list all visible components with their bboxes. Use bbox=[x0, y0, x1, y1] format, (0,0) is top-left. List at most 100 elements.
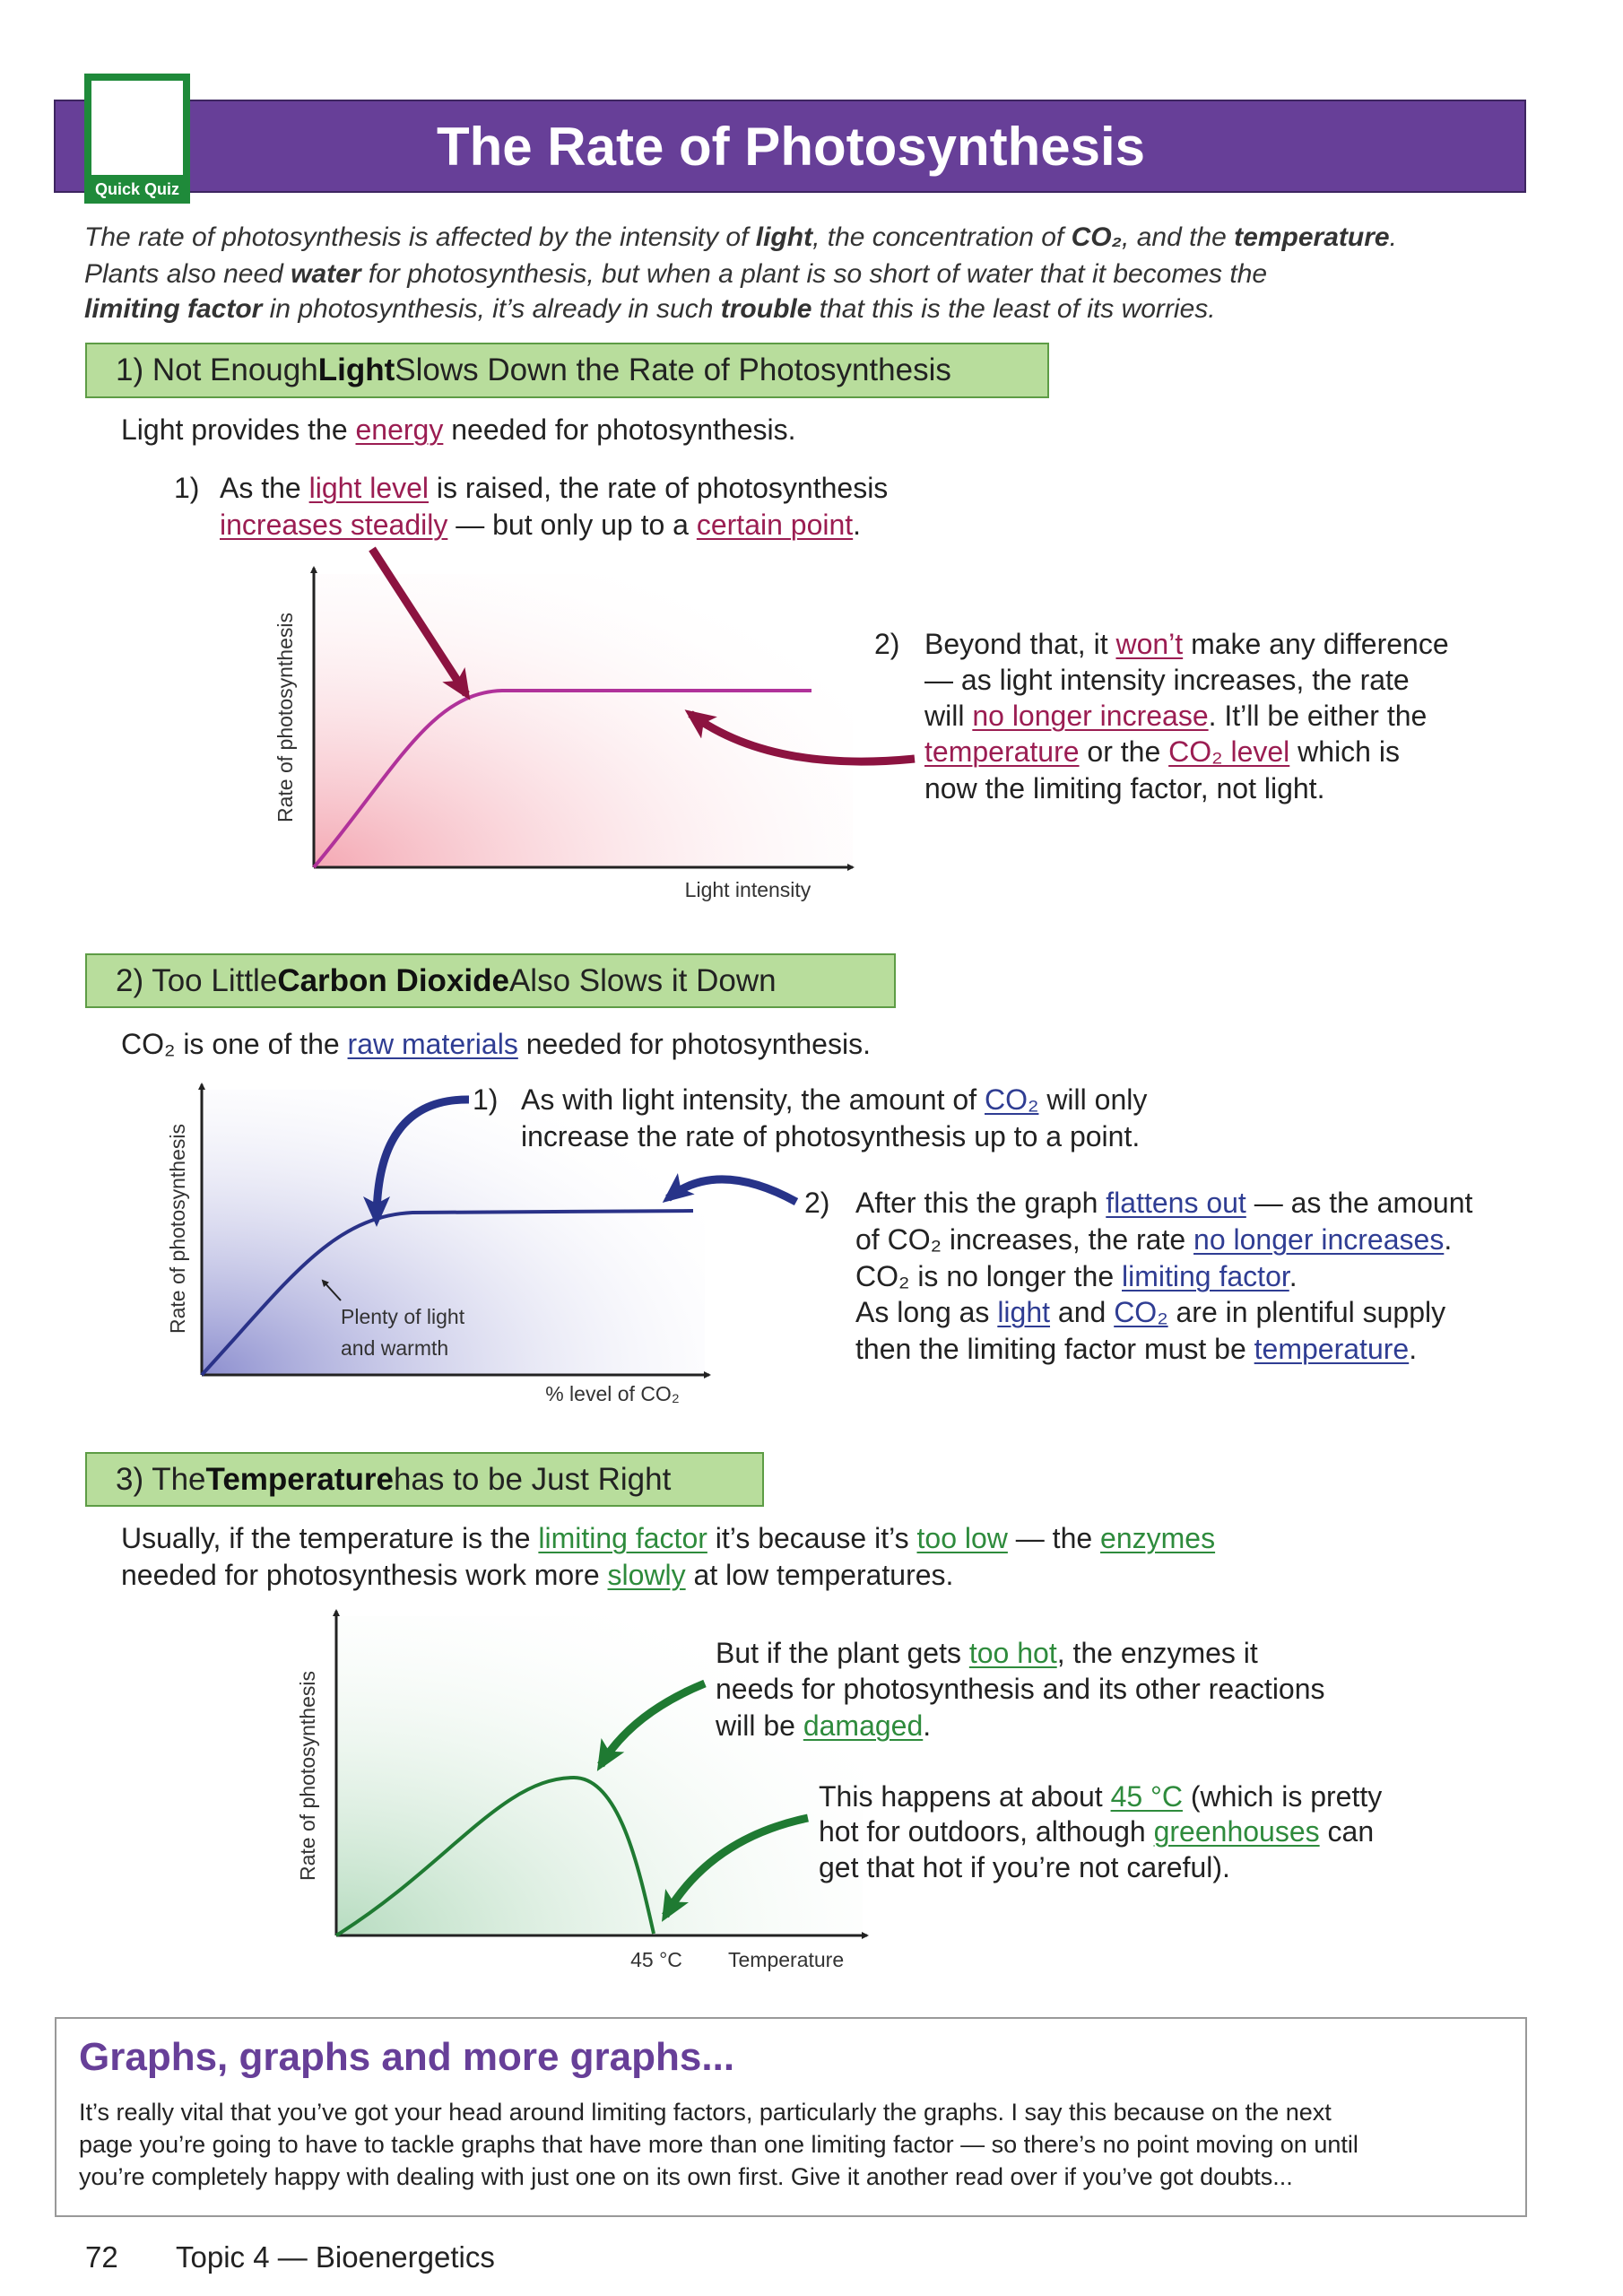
text-run: — as light intensity increases, the rate bbox=[924, 664, 1410, 696]
keyword: increases steadily bbox=[220, 509, 448, 541]
tip-box bbox=[55, 2017, 1527, 2217]
text-run: hot for outdoors, although bbox=[819, 1815, 1154, 1848]
keyword: certain point bbox=[696, 509, 854, 541]
text-line: This happens at about 45 °C (which is pr… bbox=[819, 1782, 1382, 1811]
bold-text: Light bbox=[317, 352, 395, 387]
keyword: won’t bbox=[1115, 628, 1184, 660]
item-number: 2) bbox=[804, 1187, 830, 1219]
keyword: limiting factor bbox=[538, 1522, 707, 1554]
arrow bbox=[596, 1679, 707, 1771]
keyword: CO₂ bbox=[1114, 1296, 1168, 1328]
text-run: of CO₂ increases, the rate bbox=[855, 1223, 1194, 1256]
rate-curve bbox=[312, 689, 812, 869]
text-line: needed for photosynthesis work more slow… bbox=[121, 1561, 953, 1589]
text-run: 1) Not Enough bbox=[116, 352, 318, 387]
bold-text: light bbox=[755, 222, 813, 252]
text-run: . bbox=[1289, 1260, 1298, 1292]
rate-curve bbox=[334, 1775, 655, 1937]
text-run: , and the bbox=[1122, 222, 1235, 252]
keyword: slowly bbox=[607, 1559, 686, 1591]
keyword: limiting factor bbox=[1122, 1260, 1289, 1292]
graph-shading bbox=[203, 1090, 705, 1374]
keyword: greenhouses bbox=[1153, 1815, 1320, 1848]
text-line: As with light intensity, the amount of C… bbox=[521, 1085, 1147, 1114]
section-heading: 1) Not Enough Light Slows Down the Rate … bbox=[85, 343, 1049, 398]
text-run: which is bbox=[1289, 735, 1400, 768]
keyword: CO₂ bbox=[985, 1083, 1039, 1116]
keyword: no longer increase bbox=[972, 700, 1209, 732]
text-run: has to be Just Right bbox=[393, 1461, 672, 1497]
bold-text: trouble bbox=[720, 294, 812, 324]
text-run: (which is pretty bbox=[1182, 1780, 1383, 1813]
text-run: is raised, the rate of photosynthesis bbox=[429, 472, 889, 504]
text-run: As with light intensity, the amount of bbox=[521, 1083, 985, 1116]
text-run: 3) The bbox=[116, 1461, 206, 1497]
rate-curve bbox=[200, 1209, 694, 1377]
text-line: temperature or the CO₂ level which is bbox=[924, 737, 1400, 766]
section-heading: 3) The Temperature has to be Just Right bbox=[85, 1452, 764, 1507]
text-run: Slows Down the Rate of Photosynthesis bbox=[395, 352, 951, 387]
text-line: CO₂ is one of the raw materials needed f… bbox=[121, 1030, 871, 1058]
keyword: raw materials bbox=[347, 1028, 518, 1060]
keyword: light bbox=[997, 1296, 1051, 1328]
peak-label: 45 °C bbox=[630, 1948, 682, 1971]
text-run: then the limiting factor must be bbox=[855, 1333, 1254, 1365]
text-run: . bbox=[1444, 1223, 1453, 1256]
text-line: will be damaged. bbox=[716, 1711, 931, 1740]
text-line: CO₂ is no longer the limiting factor. bbox=[855, 1262, 1298, 1291]
text-run: and bbox=[1050, 1296, 1115, 1328]
text-run: , the concentration of bbox=[812, 222, 1072, 252]
x-axis-label: Light intensity bbox=[685, 878, 812, 901]
keyword: flattens out bbox=[1106, 1187, 1246, 1219]
intro-line: limiting factor in photosynthesis, it’s … bbox=[84, 296, 1216, 323]
text-run: needs for photosynthesis and its other r… bbox=[716, 1673, 1325, 1705]
topic-label: Topic 4 — Bioenergetics bbox=[176, 2240, 495, 2274]
pointer bbox=[321, 1279, 342, 1301]
item-number: 1) bbox=[473, 1083, 499, 1116]
bold-text: Carbon Dioxide bbox=[277, 962, 509, 998]
text-run: can bbox=[1319, 1815, 1375, 1848]
text-run: As long as bbox=[855, 1296, 998, 1328]
tip-title: Graphs, graphs and more graphs... bbox=[79, 2035, 735, 2079]
text-line: needs for photosynthesis and its other r… bbox=[716, 1674, 1325, 1703]
keyword: 45 °C bbox=[1110, 1780, 1183, 1813]
arrow bbox=[684, 709, 916, 766]
keyword: CO₂ level bbox=[1168, 735, 1290, 768]
text-run: The rate of photosynthesis is affected b… bbox=[84, 222, 756, 252]
text-run: . bbox=[923, 1709, 932, 1742]
text-run: As the bbox=[220, 472, 309, 504]
bold-text: Temperature bbox=[205, 1461, 394, 1497]
text-run: that this is the least of its worries. bbox=[812, 294, 1216, 324]
text-run: Light provides the bbox=[121, 413, 356, 446]
keyword: energy bbox=[355, 413, 444, 446]
intro-line: Plants also need water for photosynthesi… bbox=[84, 261, 1267, 288]
text-line: increases steadily — but only up to a ce… bbox=[220, 510, 861, 539]
keyword: too low bbox=[916, 1522, 1008, 1554]
text-run: 2) Too Little bbox=[116, 962, 278, 998]
section-heading: 2) Too Little Carbon Dioxide Also Slows … bbox=[85, 953, 896, 1008]
bold-text: temperature bbox=[1234, 222, 1390, 252]
text-run: But if the plant gets bbox=[716, 1637, 969, 1669]
text-run: for photosynthesis, but when a plant is … bbox=[360, 259, 1268, 289]
graph-shading bbox=[337, 1616, 863, 1935]
text-line: Light provides the energy needed for pho… bbox=[121, 415, 796, 444]
graph-shading bbox=[315, 574, 853, 866]
text-line: As long as light and CO₂ are in plentifu… bbox=[855, 1298, 1445, 1326]
text-line: Usually, if the temperature is the limit… bbox=[121, 1524, 1215, 1552]
text-run: will only bbox=[1038, 1083, 1148, 1116]
arrow bbox=[369, 546, 471, 700]
page-number: 72 bbox=[85, 2240, 118, 2274]
text-run: increase the rate of photosynthesis up t… bbox=[521, 1120, 1141, 1152]
text-run: Usually, if the temperature is the bbox=[121, 1522, 539, 1554]
text-run: or the bbox=[1079, 735, 1169, 768]
text-run: Beyond that, it bbox=[924, 628, 1116, 660]
y-axis-label: Rate of photosynthesis bbox=[273, 613, 297, 822]
text-run: make any difference bbox=[1183, 628, 1449, 660]
keyword: temperature bbox=[924, 735, 1080, 768]
tip-line: page you’re going to have to tackle grap… bbox=[79, 2131, 1358, 2158]
text-run: After this the graph bbox=[855, 1187, 1107, 1219]
text-line: hot for outdoors, although greenhouses c… bbox=[819, 1817, 1374, 1846]
text-run: — the bbox=[1007, 1522, 1101, 1554]
text-run: CO₂ is no longer the bbox=[855, 1260, 1123, 1292]
